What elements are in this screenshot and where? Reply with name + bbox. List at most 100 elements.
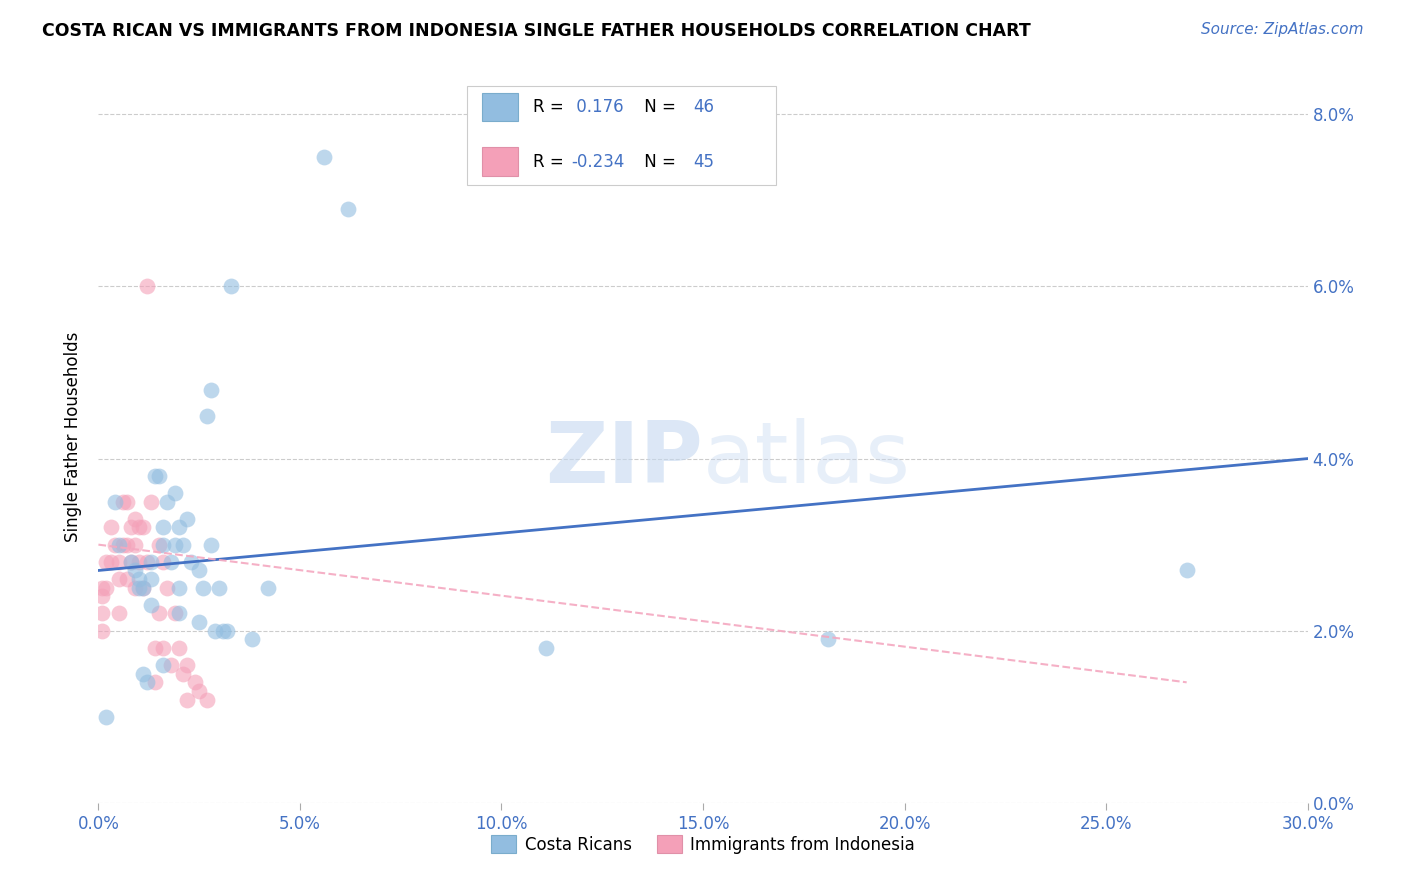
Point (115, 494, 138, 508)
Point (200, 538, 222, 552)
Point (143, 468, 166, 483)
Point (111, 494, 134, 508)
Point (139, 494, 162, 508)
Point (167, 607, 190, 621)
Point (91, 589, 114, 603)
Point (115, 538, 138, 552)
Point (156, 494, 179, 508)
Text: -0.234: -0.234 (571, 153, 624, 170)
Point (240, 632, 263, 647)
Point (167, 640, 190, 655)
Text: 0.176: 0.176 (571, 98, 624, 116)
Text: R =: R = (533, 153, 568, 170)
Point (107, 555, 129, 569)
Point (124, 564, 146, 578)
Point (124, 581, 146, 595)
Point (148, 468, 170, 483)
Point (152, 640, 174, 655)
Point (817, 632, 839, 647)
Point (256, 581, 278, 595)
Point (132, 520, 155, 534)
Legend: Costa Ricans, Immigrants from Indonesia: Costa Ricans, Immigrants from Indonesia (485, 829, 921, 860)
Point (135, 555, 157, 569)
Point (107, 538, 129, 552)
Point (167, 520, 190, 534)
Point (172, 666, 194, 681)
Point (193, 581, 215, 595)
Point (152, 538, 174, 552)
Point (115, 572, 138, 586)
Point (212, 624, 235, 638)
Text: 46: 46 (693, 98, 714, 116)
Text: Source: ZipAtlas.com: Source: ZipAtlas.com (1201, 22, 1364, 37)
Point (124, 538, 146, 552)
Point (143, 675, 166, 690)
Point (148, 538, 170, 552)
Point (534, 640, 557, 655)
Point (91, 607, 114, 621)
Text: ZIP: ZIP (546, 417, 703, 500)
Point (128, 572, 150, 586)
Point (200, 383, 222, 397)
Point (184, 675, 207, 690)
FancyBboxPatch shape (482, 147, 517, 176)
Point (1175, 564, 1198, 578)
Point (100, 555, 122, 569)
Point (152, 658, 174, 673)
Point (128, 520, 150, 534)
Point (195, 409, 218, 423)
Point (188, 564, 211, 578)
Point (143, 640, 166, 655)
Point (337, 202, 360, 216)
Point (180, 555, 202, 569)
Point (176, 692, 198, 706)
Point (163, 486, 186, 500)
Point (188, 684, 211, 698)
Point (96, 710, 118, 724)
Point (163, 607, 186, 621)
Point (103, 494, 125, 508)
FancyBboxPatch shape (482, 93, 517, 121)
Point (148, 607, 170, 621)
Point (132, 581, 155, 595)
FancyBboxPatch shape (467, 86, 776, 185)
Point (188, 615, 211, 629)
Point (176, 658, 198, 673)
Text: 45: 45 (693, 153, 714, 170)
Point (139, 555, 162, 569)
Point (163, 538, 186, 552)
Point (120, 520, 142, 534)
Point (91, 581, 114, 595)
Point (107, 607, 129, 621)
Point (172, 538, 194, 552)
Point (221, 279, 243, 293)
Text: R =: R = (533, 98, 568, 116)
Point (128, 555, 150, 569)
Point (128, 581, 150, 595)
Point (156, 581, 179, 595)
Point (139, 572, 162, 586)
Point (160, 658, 183, 673)
Point (167, 581, 190, 595)
Point (91, 624, 114, 638)
Text: atlas: atlas (703, 417, 911, 500)
Point (103, 538, 125, 552)
Point (176, 512, 198, 526)
Point (100, 520, 122, 534)
Point (120, 555, 142, 569)
Point (135, 675, 157, 690)
Y-axis label: Single Father Households: Single Father Households (65, 332, 83, 542)
Point (160, 555, 183, 569)
Point (314, 150, 336, 164)
Point (208, 581, 231, 595)
Point (96, 581, 118, 595)
Point (107, 572, 129, 586)
Point (204, 624, 226, 638)
Point (120, 555, 142, 569)
Point (132, 666, 155, 681)
Point (124, 512, 146, 526)
Point (152, 520, 174, 534)
Text: N =: N = (638, 98, 681, 116)
Point (195, 692, 218, 706)
Point (111, 538, 134, 552)
